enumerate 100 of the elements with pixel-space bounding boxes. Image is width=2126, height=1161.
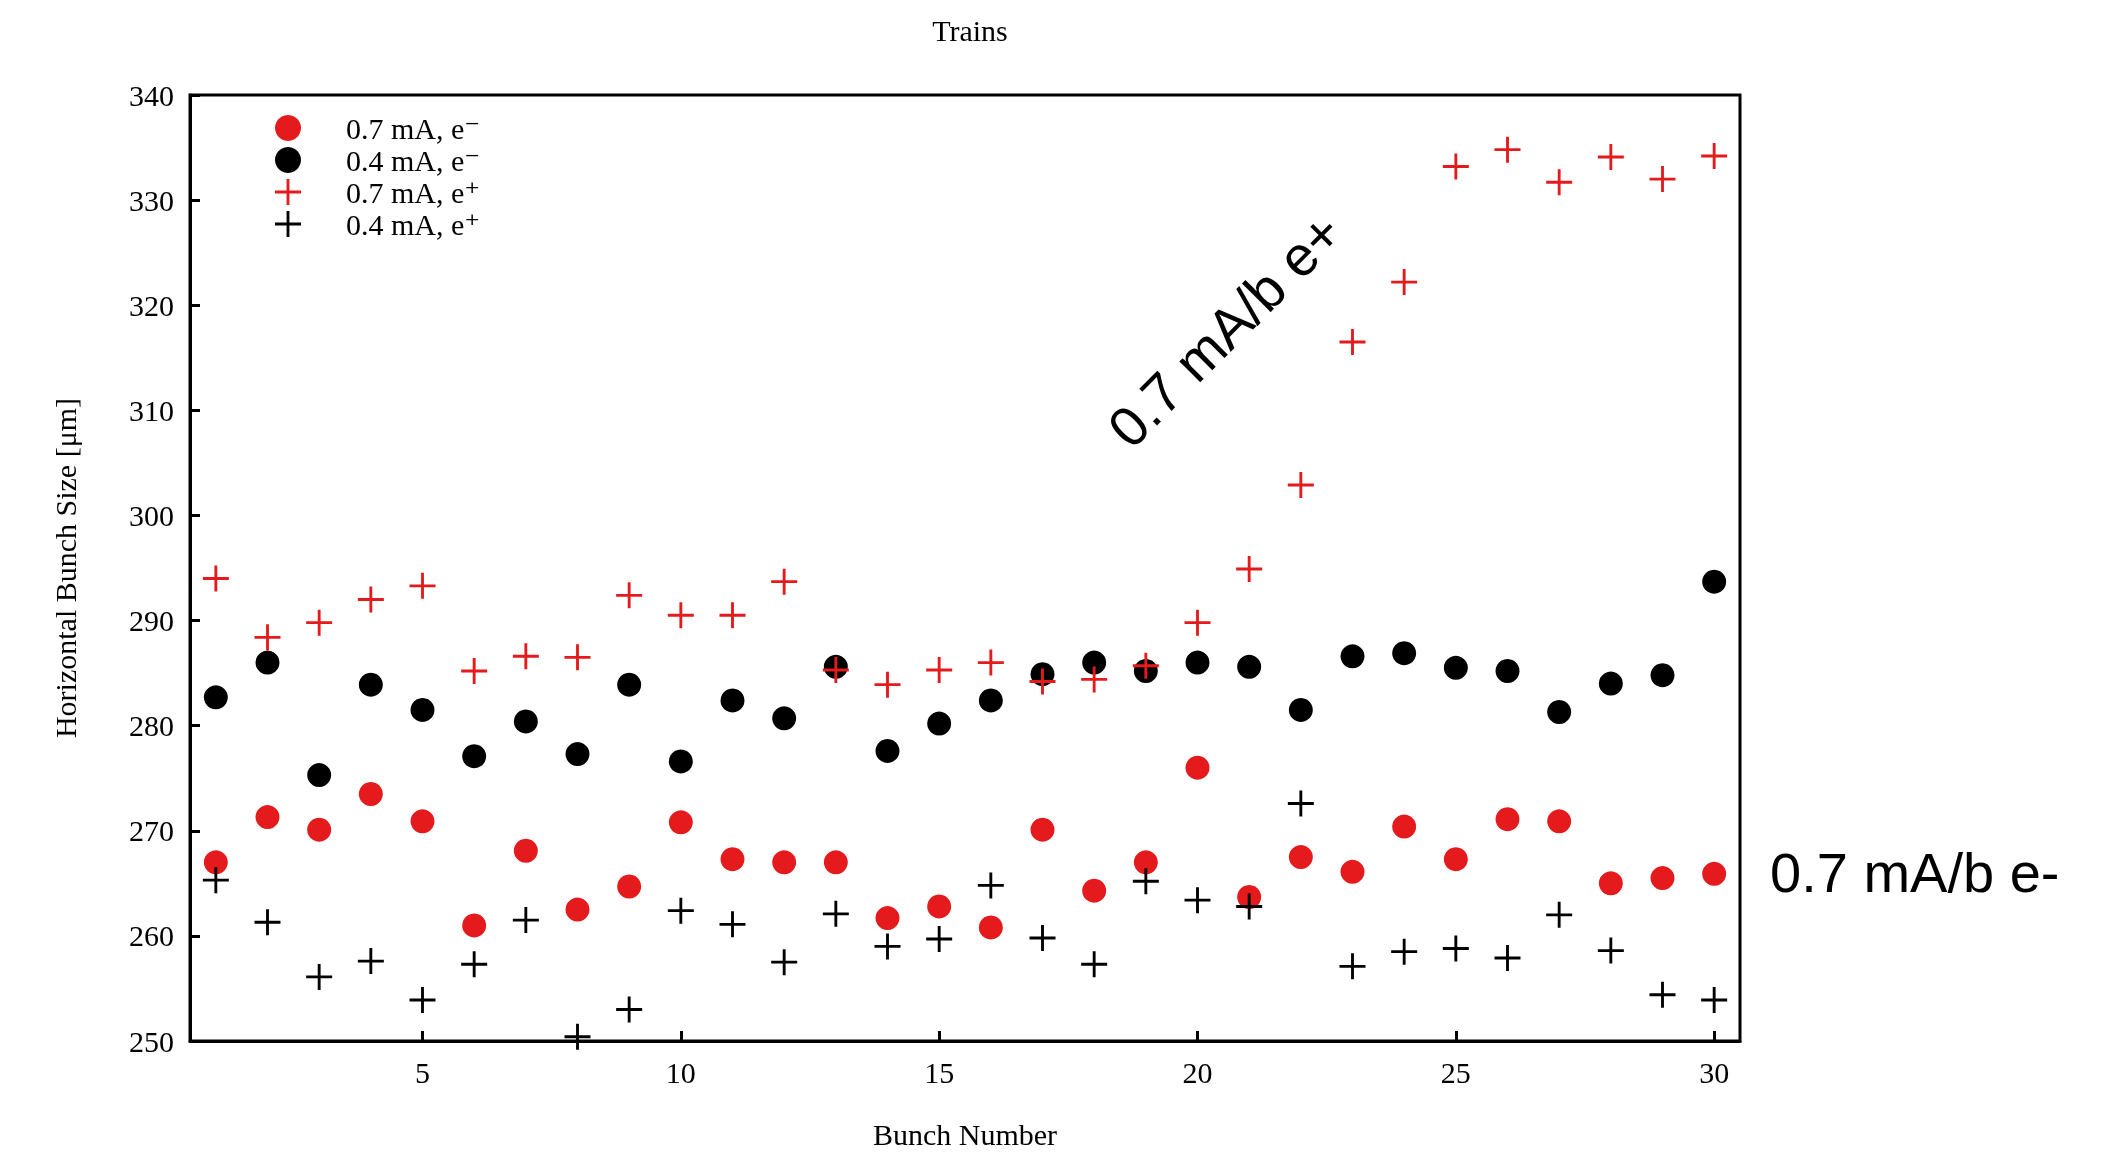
point bbox=[667, 897, 694, 924]
point bbox=[667, 602, 694, 629]
chart-title: Trains bbox=[932, 13, 1008, 47]
point bbox=[1133, 850, 1158, 875]
x-tick-label: 25 bbox=[1440, 1055, 1471, 1089]
point bbox=[1184, 609, 1211, 636]
point bbox=[564, 1023, 591, 1050]
point bbox=[875, 906, 900, 931]
point bbox=[668, 810, 693, 835]
point bbox=[668, 749, 693, 774]
point bbox=[512, 907, 539, 934]
point bbox=[1237, 654, 1262, 679]
y-tick-label: 300 bbox=[129, 498, 174, 532]
point bbox=[1340, 644, 1365, 669]
point bbox=[874, 933, 901, 960]
point bbox=[357, 948, 384, 975]
y-tick-label: 310 bbox=[129, 393, 174, 427]
point bbox=[462, 744, 487, 769]
y-tick-label: 270 bbox=[129, 814, 174, 848]
point bbox=[1340, 859, 1365, 884]
point bbox=[565, 742, 590, 767]
legend-label: 0.7 mA, e⁺ bbox=[346, 175, 481, 209]
point bbox=[1185, 755, 1210, 780]
legend-label: 0.4 mA, e⁻ bbox=[346, 143, 481, 177]
point bbox=[1546, 901, 1573, 928]
point bbox=[255, 650, 280, 675]
point bbox=[1547, 700, 1572, 724]
y-tick-label: 320 bbox=[129, 288, 174, 322]
point bbox=[357, 586, 384, 613]
point bbox=[203, 685, 228, 710]
point bbox=[513, 709, 538, 734]
point bbox=[1442, 935, 1469, 962]
point bbox=[461, 951, 488, 978]
point bbox=[927, 711, 952, 736]
y-tick-label: 250 bbox=[129, 1024, 174, 1058]
point bbox=[927, 894, 952, 919]
legend-label: 0.4 mA, e⁺ bbox=[346, 207, 481, 241]
point bbox=[1442, 153, 1469, 180]
point bbox=[1649, 166, 1676, 193]
point bbox=[1495, 807, 1520, 832]
point bbox=[1287, 790, 1314, 817]
point bbox=[254, 624, 281, 651]
point bbox=[823, 850, 848, 875]
point bbox=[1288, 697, 1313, 722]
x-tick-label: 10 bbox=[665, 1055, 696, 1089]
point bbox=[203, 850, 228, 875]
point bbox=[307, 817, 332, 842]
point bbox=[1391, 938, 1418, 965]
point bbox=[1132, 868, 1159, 895]
point bbox=[306, 609, 333, 636]
point bbox=[1702, 569, 1727, 594]
point bbox=[306, 963, 333, 990]
point bbox=[977, 649, 1004, 676]
x-tick-label: 30 bbox=[1699, 1055, 1730, 1089]
point bbox=[1443, 655, 1468, 680]
point bbox=[874, 671, 901, 698]
point bbox=[1443, 847, 1468, 872]
point bbox=[1082, 650, 1107, 675]
point bbox=[978, 915, 1003, 940]
point bbox=[875, 738, 900, 763]
point bbox=[977, 872, 1004, 899]
point bbox=[513, 838, 538, 863]
point bbox=[1494, 136, 1521, 163]
point bbox=[462, 913, 487, 938]
point bbox=[617, 874, 642, 899]
point bbox=[719, 602, 746, 629]
point bbox=[1392, 814, 1417, 839]
point bbox=[410, 697, 435, 722]
y-tick-label: 330 bbox=[129, 183, 174, 217]
point bbox=[1184, 887, 1211, 914]
x-tick-label: 5 bbox=[415, 1055, 430, 1089]
point bbox=[772, 706, 797, 731]
point bbox=[565, 897, 590, 922]
point bbox=[1339, 953, 1366, 980]
point bbox=[1546, 169, 1573, 196]
point bbox=[512, 643, 539, 670]
point bbox=[1081, 666, 1108, 693]
point bbox=[772, 850, 797, 875]
point bbox=[1649, 981, 1676, 1008]
x-tick-label: 20 bbox=[1182, 1055, 1213, 1089]
point bbox=[1702, 861, 1727, 886]
point bbox=[720, 847, 745, 872]
point bbox=[617, 672, 642, 697]
point bbox=[616, 996, 643, 1023]
point bbox=[202, 565, 229, 592]
point bbox=[1391, 269, 1418, 296]
point bbox=[1650, 866, 1675, 891]
point bbox=[1030, 817, 1055, 842]
point bbox=[1082, 878, 1107, 903]
point bbox=[1597, 937, 1624, 964]
point bbox=[771, 568, 798, 595]
point bbox=[255, 805, 280, 830]
point bbox=[1132, 652, 1159, 679]
point bbox=[1392, 641, 1417, 666]
point bbox=[771, 949, 798, 976]
legend-label: 0.7 mA, e⁻ bbox=[346, 111, 481, 145]
point bbox=[1185, 650, 1210, 675]
text: 0.7 mA/b e- bbox=[1770, 840, 2060, 904]
x-tick-label: 15 bbox=[924, 1055, 955, 1089]
point bbox=[1598, 671, 1623, 696]
